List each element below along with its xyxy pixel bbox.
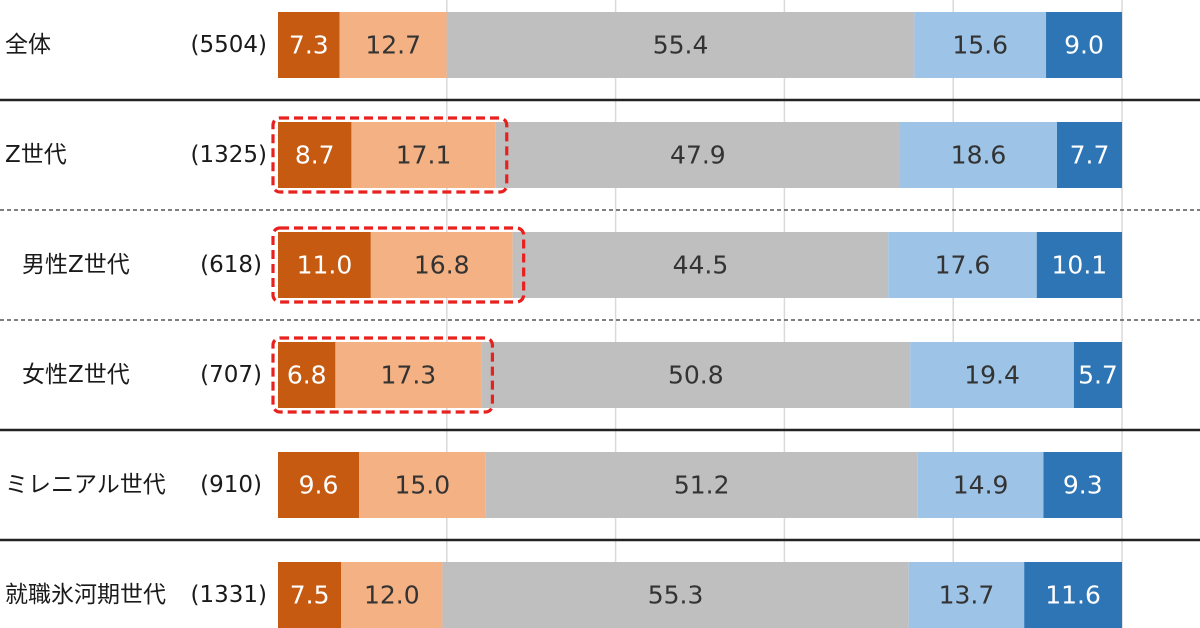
data-label: 19.4 [964,361,1020,390]
bar-segment [512,232,889,298]
data-label: 9.3 [1063,471,1103,500]
bar-segment [339,12,447,78]
data-label: 14.9 [953,471,1009,500]
bar-segment [446,12,915,78]
bar-segment [1043,452,1122,518]
bar-segment [278,562,342,628]
data-label: 10.1 [1052,251,1108,280]
row-sample-size: (707) [200,362,262,388]
bar-segment [481,342,911,408]
data-label: 12.7 [365,31,421,60]
data-label: 6.8 [287,361,327,390]
row-sample-size: (5504) [191,32,267,58]
bar-segment [442,562,909,628]
bar-segment [278,342,336,408]
row-label: 就職氷河期世代 [5,582,166,608]
row-sample-size: (1331) [191,582,267,608]
bar-segment [1036,232,1122,298]
data-label: 7.5 [290,581,330,610]
data-label: 15.0 [394,471,450,500]
data-label: 9.0 [1064,31,1104,60]
bar-segment [278,12,340,78]
bar-segment [278,232,371,298]
data-label: 44.5 [673,251,729,280]
bar-segment [900,122,1058,188]
bar-segment [335,342,482,408]
bar-segment [1073,342,1122,408]
data-label: 5.7 [1078,361,1118,390]
bar-segment [495,122,901,188]
bar-segment [359,452,486,518]
data-label: 8.7 [295,141,335,170]
row-label: 女性Z世代 [22,362,130,388]
row-label: Z世代 [5,142,67,168]
data-label: 13.7 [939,581,995,610]
bar-segment [908,562,1025,628]
data-label: 9.6 [299,471,339,500]
data-label: 55.3 [648,581,704,610]
bar-segment [888,232,1037,298]
data-label: 17.1 [396,141,452,170]
row-sample-size: (618) [200,252,262,278]
bar-segment [485,452,918,518]
highlight-box [271,116,509,194]
data-label: 11.0 [297,251,353,280]
data-label: 51.2 [674,471,730,500]
data-label: 16.8 [414,251,470,280]
row-label: ミレニアル世代 [5,472,166,498]
highlight-box [271,226,526,304]
data-label: 55.4 [653,31,709,60]
bar-segment [278,452,360,518]
bar-segment [914,12,1047,78]
data-label: 17.6 [935,251,991,280]
bar-segment [370,232,513,298]
data-label: 7.7 [1070,141,1110,170]
data-label: 18.6 [951,141,1007,170]
bar-segment [278,122,352,188]
bar-segment [1024,562,1122,628]
highlight-box [271,336,495,414]
bar-segment [341,562,443,628]
row-sample-size: (1325) [191,142,267,168]
data-label: 47.9 [670,141,726,170]
data-label: 17.3 [381,361,437,390]
row-sample-size: (910) [200,472,262,498]
data-label: 50.8 [668,361,724,390]
data-label: 15.6 [952,31,1008,60]
row-label: 全体 [5,32,51,58]
data-label: 7.3 [289,31,329,60]
bar-segment [1057,122,1122,188]
bar-segment [917,452,1044,518]
bar-segment [910,342,1074,408]
bar-segment [1046,12,1122,78]
row-label: 男性Z世代 [22,252,130,278]
bar-segment [351,122,496,188]
data-label: 12.0 [364,581,420,610]
data-label: 11.6 [1045,581,1101,610]
